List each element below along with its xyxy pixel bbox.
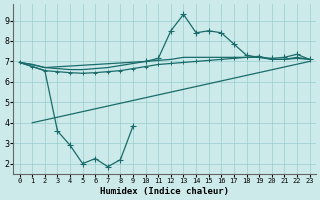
X-axis label: Humidex (Indice chaleur): Humidex (Indice chaleur) bbox=[100, 187, 229, 196]
